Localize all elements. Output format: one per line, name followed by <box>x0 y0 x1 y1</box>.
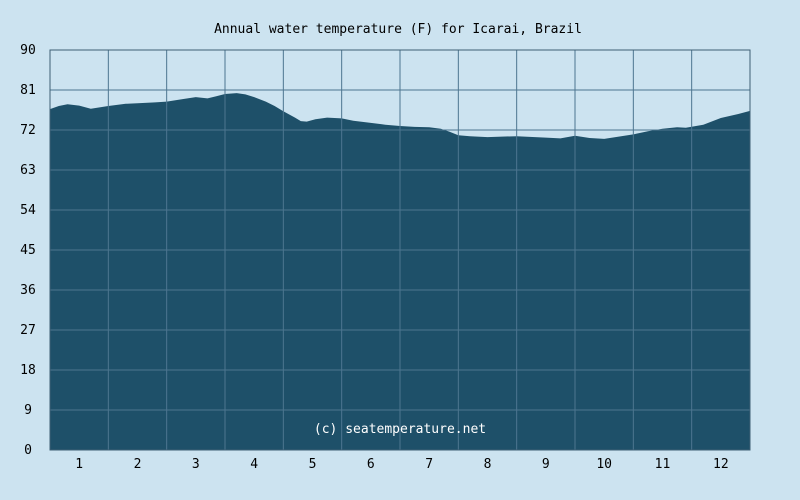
y-tick-label: 27 <box>20 323 36 338</box>
y-tick-label: 9 <box>24 403 32 418</box>
x-tick-label: 2 <box>134 457 142 472</box>
plot-frame <box>49 49 751 451</box>
watermark: (c) seatemperature.net <box>314 422 486 437</box>
y-tick-label: 0 <box>24 443 32 458</box>
y-tick-label: 36 <box>20 283 36 298</box>
x-tick-label: 1 <box>75 457 83 472</box>
y-axis-ticks: 0 9 18 27 36 45 54 63 72 81 90 <box>20 43 36 458</box>
y-tick-label: 45 <box>20 243 36 258</box>
x-tick-label: 11 <box>655 457 671 472</box>
x-tick-label: 8 <box>484 457 492 472</box>
y-tick-label: 90 <box>20 43 36 58</box>
x-tick-label: 12 <box>713 457 729 472</box>
y-tick-label: 18 <box>20 363 36 378</box>
x-tick-label: 6 <box>367 457 375 472</box>
y-tick-label: 63 <box>20 163 36 178</box>
x-axis-ticks: 1 2 3 4 5 6 7 8 9 10 11 12 <box>75 457 728 472</box>
y-tick-label: 81 <box>20 83 36 98</box>
x-tick-label: 7 <box>425 457 433 472</box>
x-tick-label: 3 <box>192 457 200 472</box>
chart-title: Annual water temperature (F) for Icarai,… <box>214 22 582 37</box>
x-tick-label: 4 <box>250 457 258 472</box>
y-tick-label: 72 <box>20 123 36 138</box>
y-tick-label: 54 <box>20 203 36 218</box>
x-tick-label: 10 <box>596 457 612 472</box>
x-tick-label: 9 <box>542 457 550 472</box>
x-tick-label: 5 <box>309 457 317 472</box>
